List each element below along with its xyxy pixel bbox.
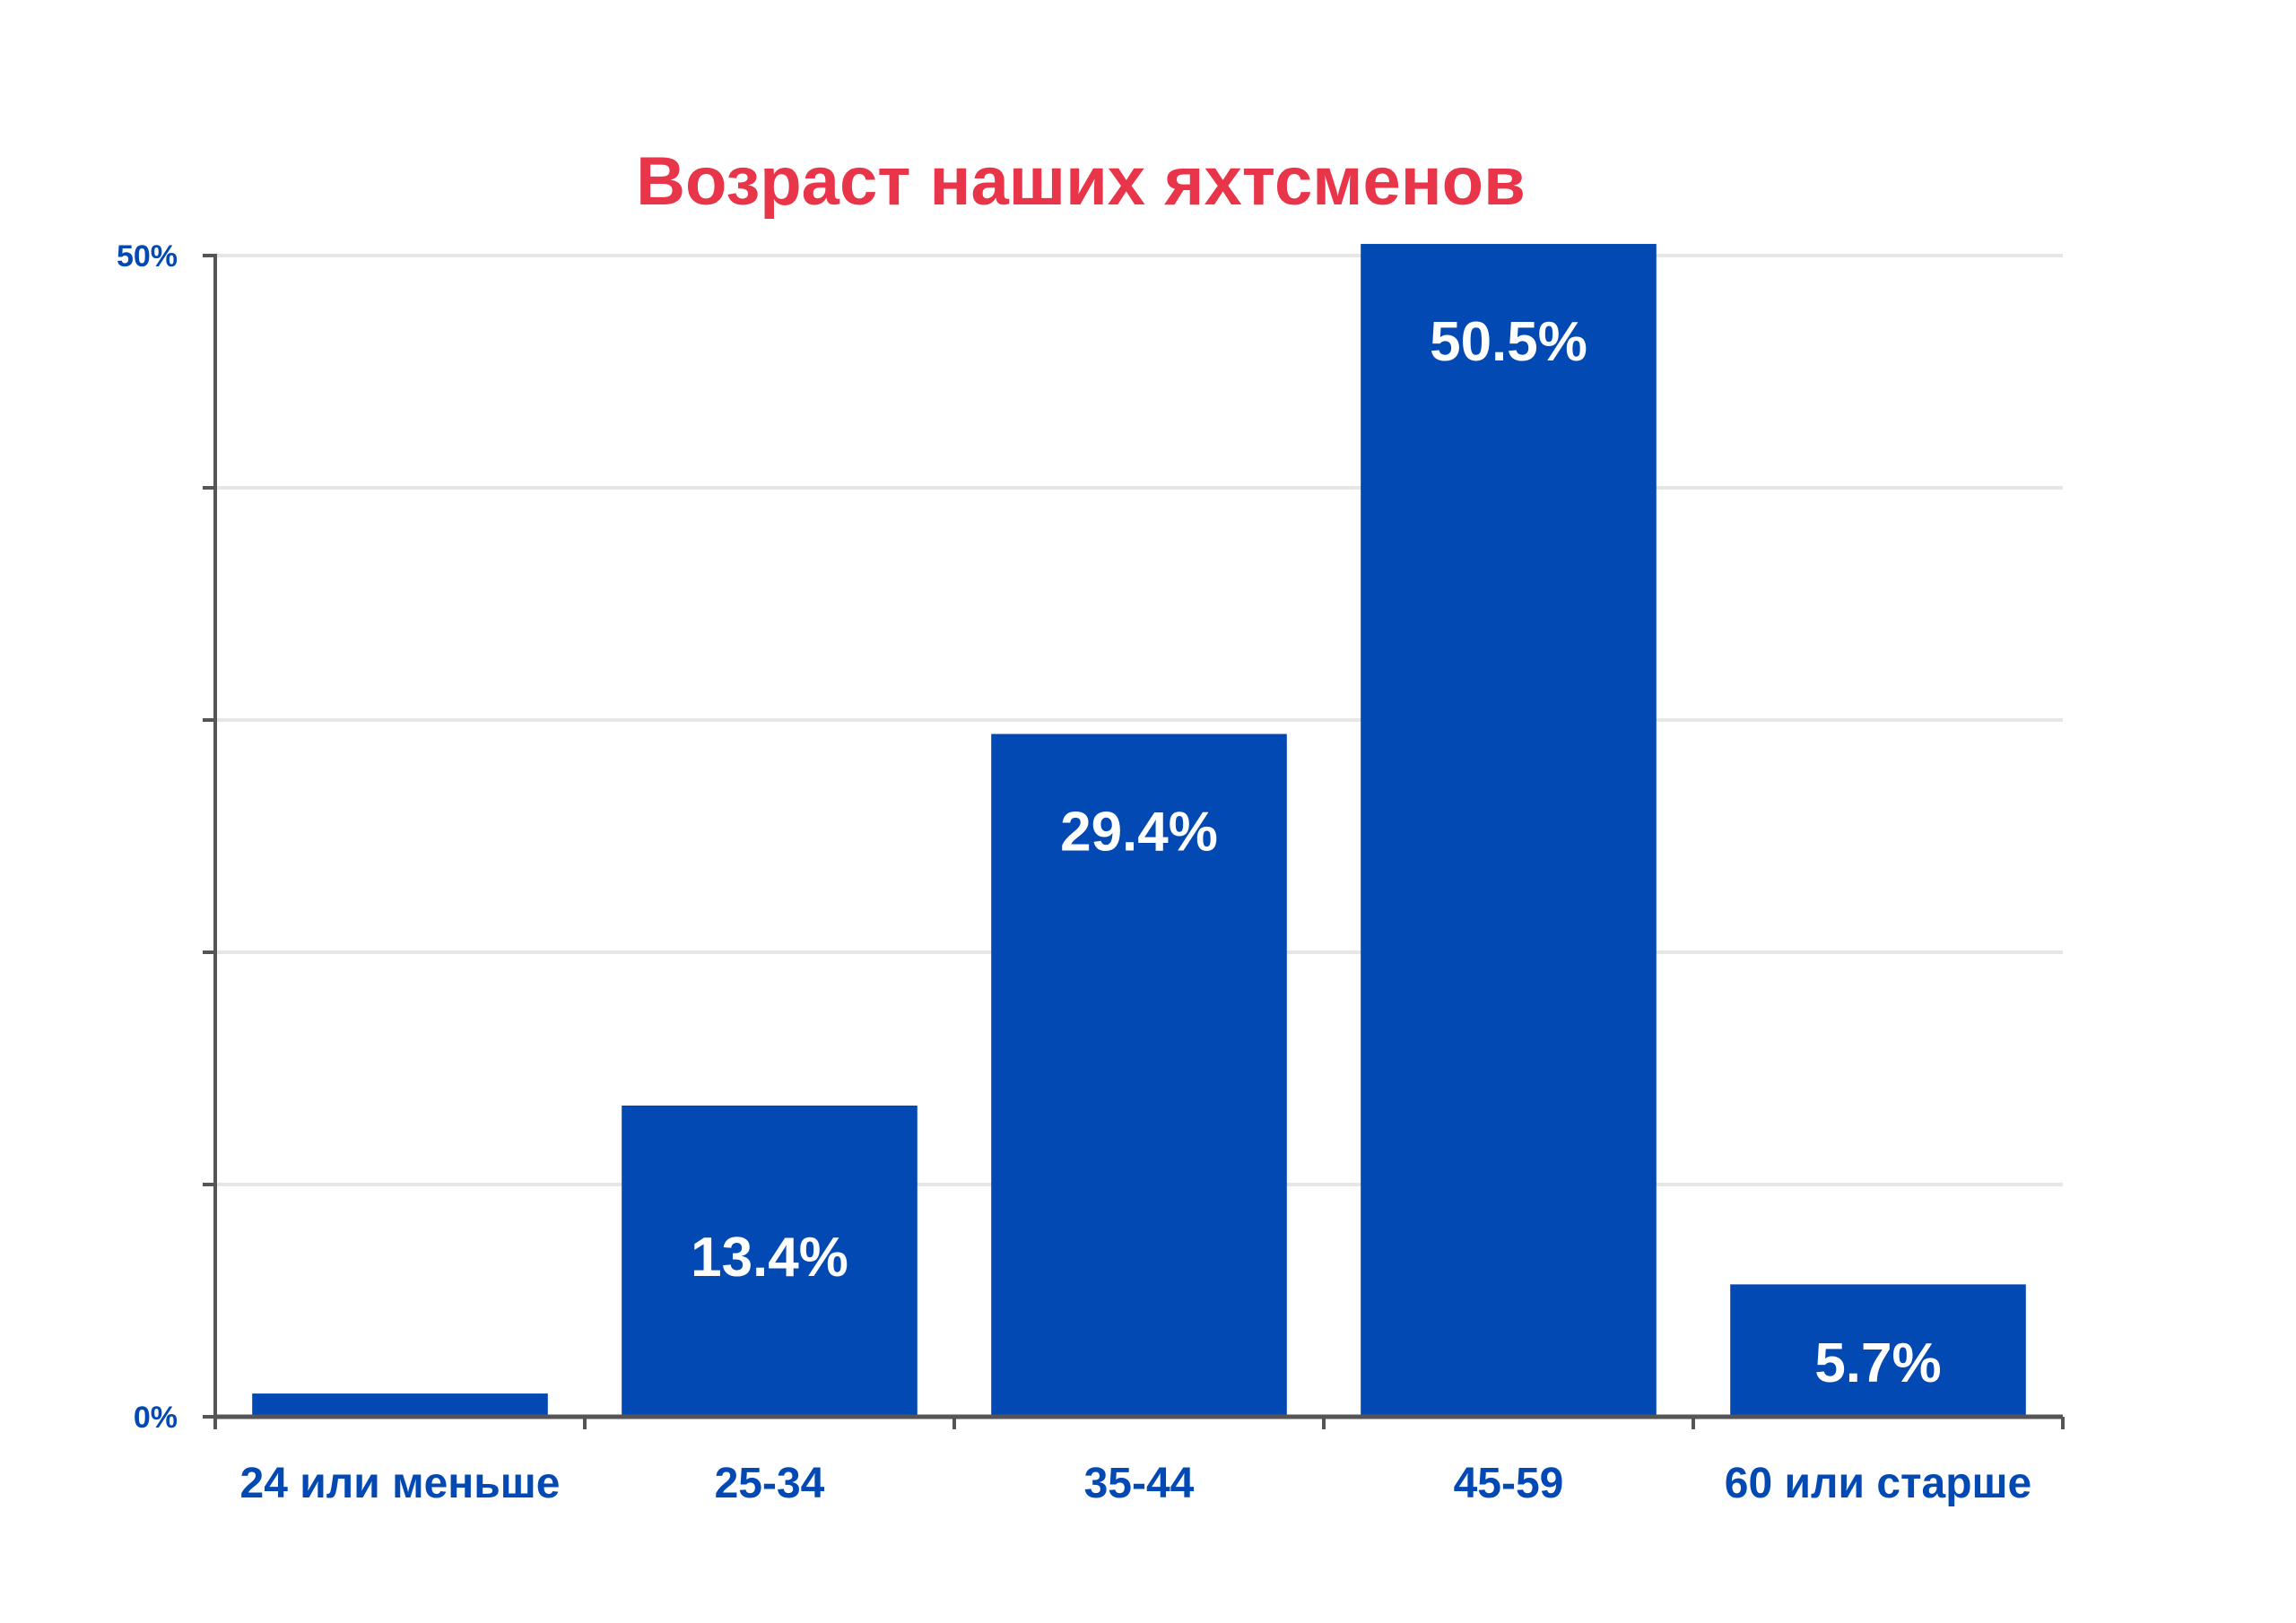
- x-tick-label: 25-34: [715, 1460, 825, 1507]
- y-tick-label: 50%: [117, 239, 178, 273]
- data-label: 5.7%: [1814, 1332, 1941, 1394]
- bars: [252, 244, 2026, 1417]
- bar-1: [252, 1393, 548, 1417]
- x-tick-label: 45-59: [1454, 1460, 1564, 1507]
- bar-3: [991, 733, 1287, 1417]
- x-tick-label: 24 или меньше: [240, 1460, 561, 1507]
- x-tick-label: 60 или старше: [1725, 1460, 2032, 1507]
- data-label: 13.4%: [691, 1227, 848, 1289]
- chart-title: Возраст наших яхтсменов: [636, 143, 1526, 220]
- data-label: 50.5%: [1430, 311, 1587, 373]
- x-tick-label: 35-44: [1084, 1460, 1195, 1507]
- bar-2: [622, 1105, 918, 1417]
- data-label: 29.4%: [1060, 802, 1218, 864]
- axes: [203, 254, 2065, 1429]
- y-tick-label: 0%: [134, 1401, 178, 1435]
- bar-4: [1361, 244, 1657, 1417]
- bar-5: [1730, 1284, 2026, 1417]
- labels: 0% 50% 24 или меньше 25-34 35-44 45-59 60 или …: [117, 239, 2031, 1507]
